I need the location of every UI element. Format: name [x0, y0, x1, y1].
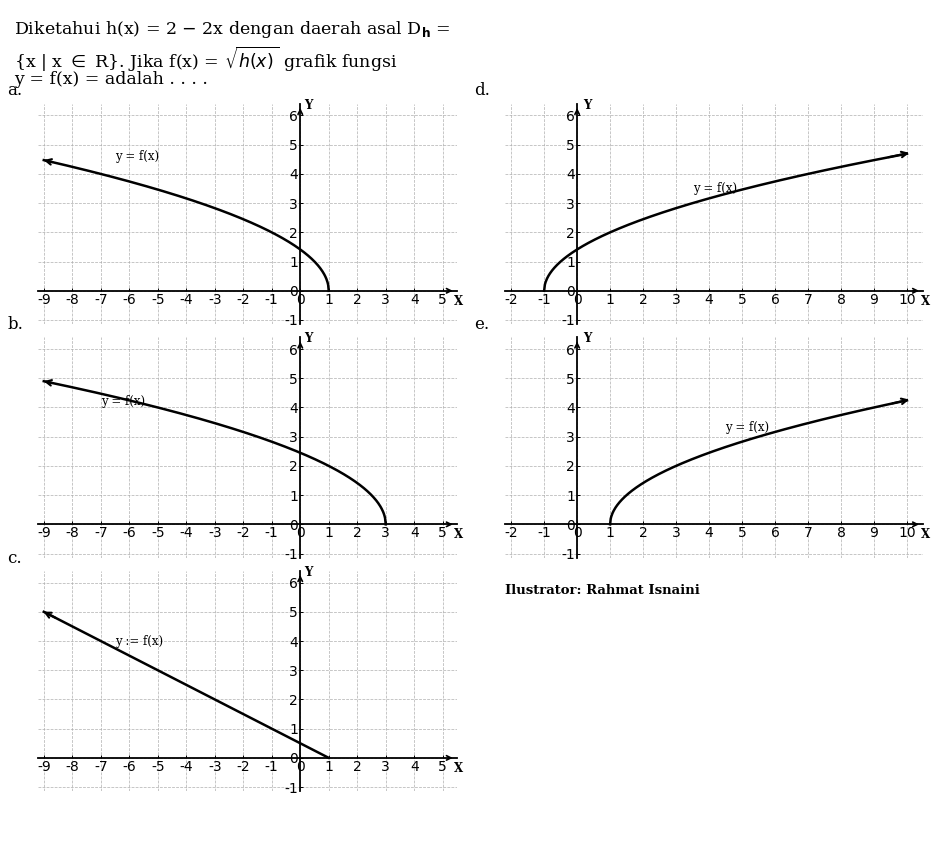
Text: X: X: [454, 761, 463, 774]
Text: X: X: [921, 294, 930, 307]
Text: y := f(x): y := f(x): [115, 635, 163, 648]
Text: Y: Y: [583, 99, 591, 112]
Text: X: X: [454, 294, 463, 307]
Text: {x | x $\in$ R}. Jika f(x) = $\sqrt{h(x)\,}$ grafik fungsi: {x | x $\in$ R}. Jika f(x) = $\sqrt{h(x)…: [14, 45, 398, 74]
Text: b.: b.: [8, 316, 24, 333]
Text: a.: a.: [8, 82, 23, 99]
Text: X: X: [921, 528, 930, 541]
Text: e.: e.: [474, 316, 489, 333]
Text: c.: c.: [8, 549, 22, 567]
Text: Ilustrator: Rahmat Isnaini: Ilustrator: Rahmat Isnaini: [505, 584, 700, 597]
Text: y = f(x) = adalah . . . .: y = f(x) = adalah . . . .: [14, 71, 208, 88]
Text: y = f(x): y = f(x): [101, 395, 145, 408]
Text: Y: Y: [305, 566, 313, 579]
Text: Y: Y: [305, 99, 313, 112]
Text: y = f(x): y = f(x): [725, 421, 769, 434]
Text: y = f(x): y = f(x): [692, 182, 737, 195]
Text: Y: Y: [305, 332, 313, 345]
Text: y = f(x): y = f(x): [115, 150, 159, 163]
Text: Y: Y: [583, 332, 591, 345]
Text: Diketahui h(x) = 2 $-$ 2x dengan daerah asal D$_\mathbf{h}$ =: Diketahui h(x) = 2 $-$ 2x dengan daerah …: [14, 19, 450, 40]
Text: X: X: [454, 528, 463, 541]
Text: d.: d.: [474, 82, 490, 99]
